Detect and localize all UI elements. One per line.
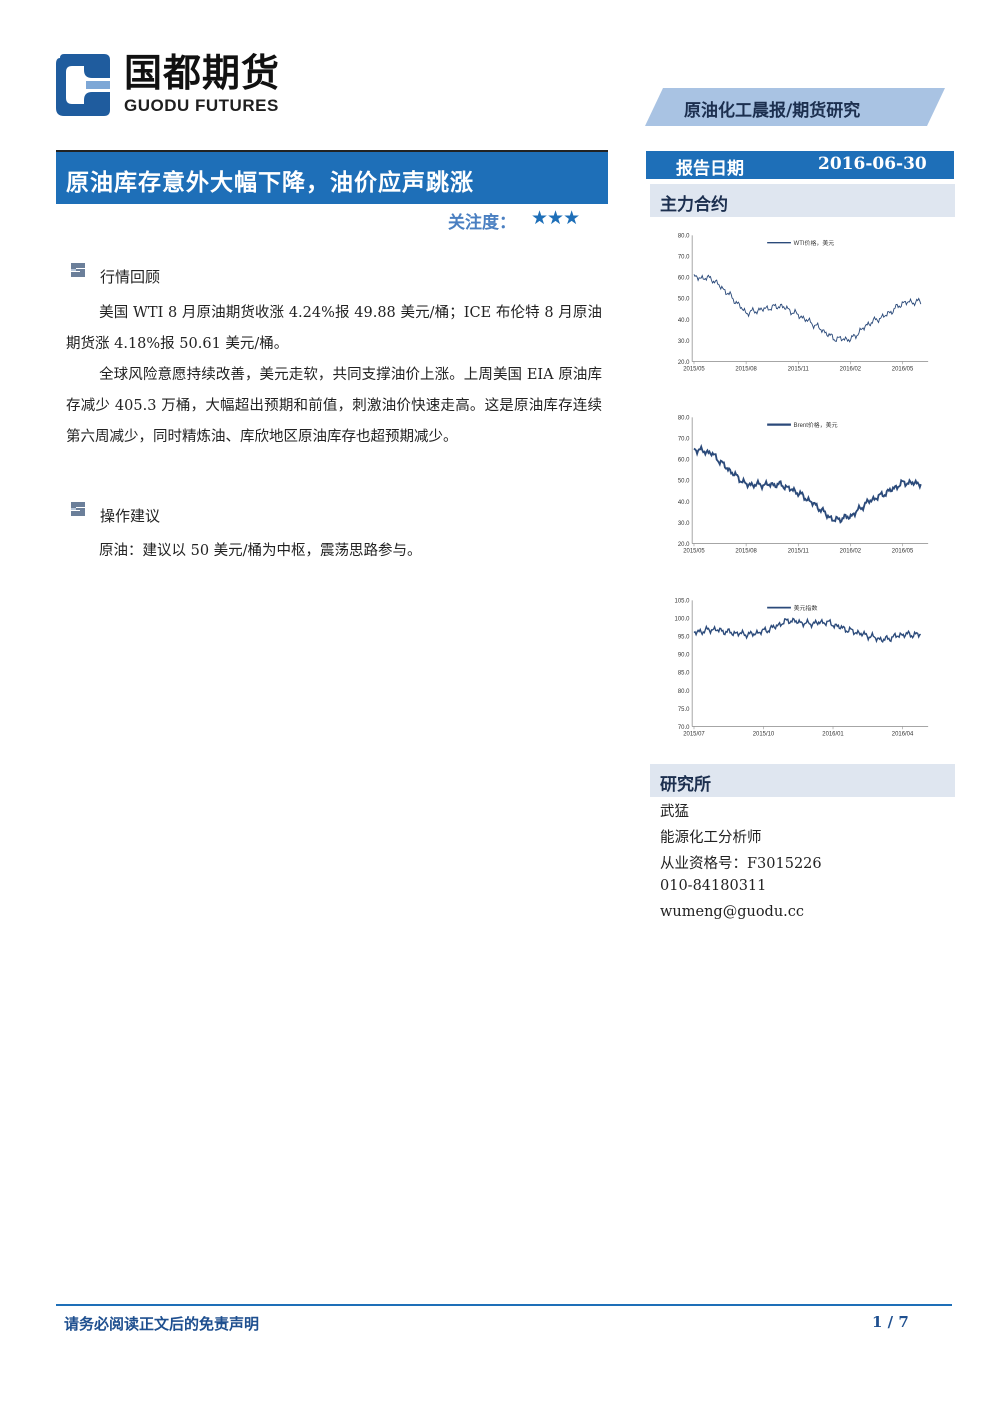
report-date-label: 报告日期	[676, 159, 744, 179]
series-line	[693, 617, 921, 644]
footer-rule	[56, 1304, 952, 1306]
x-tick-label: 2016/05	[892, 549, 914, 555]
title-top-rule	[56, 150, 608, 152]
section-title-market-review: 行情回顾	[100, 268, 161, 286]
analyst-name: 武猛	[660, 804, 689, 820]
report-title: 原油库存意外大幅下降，油价应声跳涨	[66, 169, 474, 196]
y-tick-label: 80.0	[678, 234, 690, 240]
guodu-logo-icon	[52, 52, 112, 118]
disclaimer-link[interactable]: 请务必阅读正文后的免责声明	[64, 1315, 260, 1333]
analyst-role: 能源化工分析师	[660, 830, 762, 846]
report-category: 原油化工晨报/期货研究	[684, 101, 861, 121]
research-section-header	[650, 764, 955, 797]
series-line	[693, 443, 922, 524]
y-tick-label: 30.0	[678, 521, 690, 527]
y-tick-label: 60.0	[678, 458, 690, 464]
x-tick-label: 2015/11	[788, 367, 810, 373]
y-tick-label: 90.0	[678, 653, 690, 659]
x-tick-label: 2016/05	[892, 367, 914, 373]
y-tick-label: 95.0	[678, 635, 690, 641]
y-tick-label: 50.0	[678, 297, 690, 303]
y-tick-label: 70.0	[678, 255, 690, 261]
x-tick-label: 2016/04	[892, 732, 914, 738]
paragraph-text: 原油：建议以 50 美元/桶为中枢，震荡思路参与。	[99, 543, 422, 559]
y-tick-label: 75.0	[678, 707, 690, 713]
page-number: 1 / 7	[872, 1313, 909, 1331]
y-tick-label: 80.0	[678, 416, 690, 422]
paragraph-strategy: 原油：建议以 50 美元/桶为中枢，震荡思路参与。	[66, 536, 602, 567]
y-tick-label: 100.0	[675, 617, 691, 623]
legend-label: WTI价格，美元	[794, 239, 835, 247]
title-bar	[56, 152, 608, 204]
paragraph-text: 美国 WTI 8 月原油期货收涨 4.24%报 49.88 美元/桶；ICE 布…	[66, 305, 602, 352]
x-tick-label: 2015/11	[788, 549, 810, 555]
x-tick-label: 2015/05	[683, 549, 705, 555]
analyst-email[interactable]: wumeng@guodu.cc	[660, 904, 805, 920]
y-tick-label: 105.0	[675, 599, 691, 605]
y-tick-label: 85.0	[678, 671, 690, 677]
attention-stars: ★★★	[531, 207, 580, 229]
paragraph-market-2: 全球风险意愿持续改善，美元走软，共同支撑油价上涨。上周美国 EIA 原油库存减少…	[66, 360, 602, 453]
x-tick-label: 2015/05	[683, 367, 705, 373]
brand-name-cn: 国都期货	[124, 51, 281, 95]
y-tick-label: 70.0	[678, 437, 690, 443]
paragraph-text: 全球风险意愿持续改善，美元走软，共同支撑油价上涨。上周美国 EIA 原油库存减少…	[66, 367, 602, 445]
y-tick-label: 40.0	[678, 500, 690, 506]
x-tick-label: 2016/01	[822, 732, 844, 738]
y-tick-label: 20.0	[678, 542, 690, 548]
legend-label: 美元指数	[794, 604, 818, 612]
paragraph-market-1: 美国 WTI 8 月原油期货收涨 4.24%报 49.88 美元/桶；ICE 布…	[66, 298, 602, 360]
header-banner-shape	[645, 88, 945, 126]
attention-label: 关注度：	[448, 213, 516, 233]
research-section-title: 研究所	[660, 775, 711, 795]
y-tick-label: 60.0	[678, 276, 690, 282]
brand-name-en: GUODU FUTURES	[124, 96, 279, 115]
y-tick-label: 80.0	[678, 689, 690, 695]
analyst-license: 从业资格号：F3015226	[660, 856, 822, 872]
x-tick-label: 2016/02	[840, 367, 861, 373]
x-tick-label: 2015/10	[753, 732, 775, 738]
section-bullet-icon	[68, 262, 88, 278]
section-bullet-icon	[68, 501, 88, 517]
analyst-phone: 010-84180311	[660, 878, 767, 894]
y-tick-label: 40.0	[678, 318, 690, 324]
y-tick-label: 20.0	[678, 360, 690, 366]
y-tick-label: 50.0	[678, 479, 690, 485]
dollar-index-chart: 105.0 100.0 95.0 90.0 85.0 80.0 75.0 70.02015/0…	[675, 599, 929, 738]
x-tick-label: 2015/08	[735, 549, 757, 555]
contracts-section-title: 主力合约	[660, 195, 728, 215]
x-tick-label: 2015/07	[683, 732, 704, 738]
section-title-strategy: 操作建议	[100, 507, 161, 525]
y-tick-label: 30.0	[678, 339, 690, 345]
x-tick-label: 2016/02	[840, 549, 861, 555]
report-date-bar	[646, 151, 954, 179]
report-date-value: 2016-06-30	[818, 154, 927, 174]
contracts-section-header	[650, 184, 955, 217]
y-tick-label: 70.0	[678, 725, 690, 731]
legend-label: Brent价格，美元	[794, 421, 838, 429]
series-line	[693, 274, 922, 343]
x-tick-label: 2015/08	[735, 367, 757, 373]
